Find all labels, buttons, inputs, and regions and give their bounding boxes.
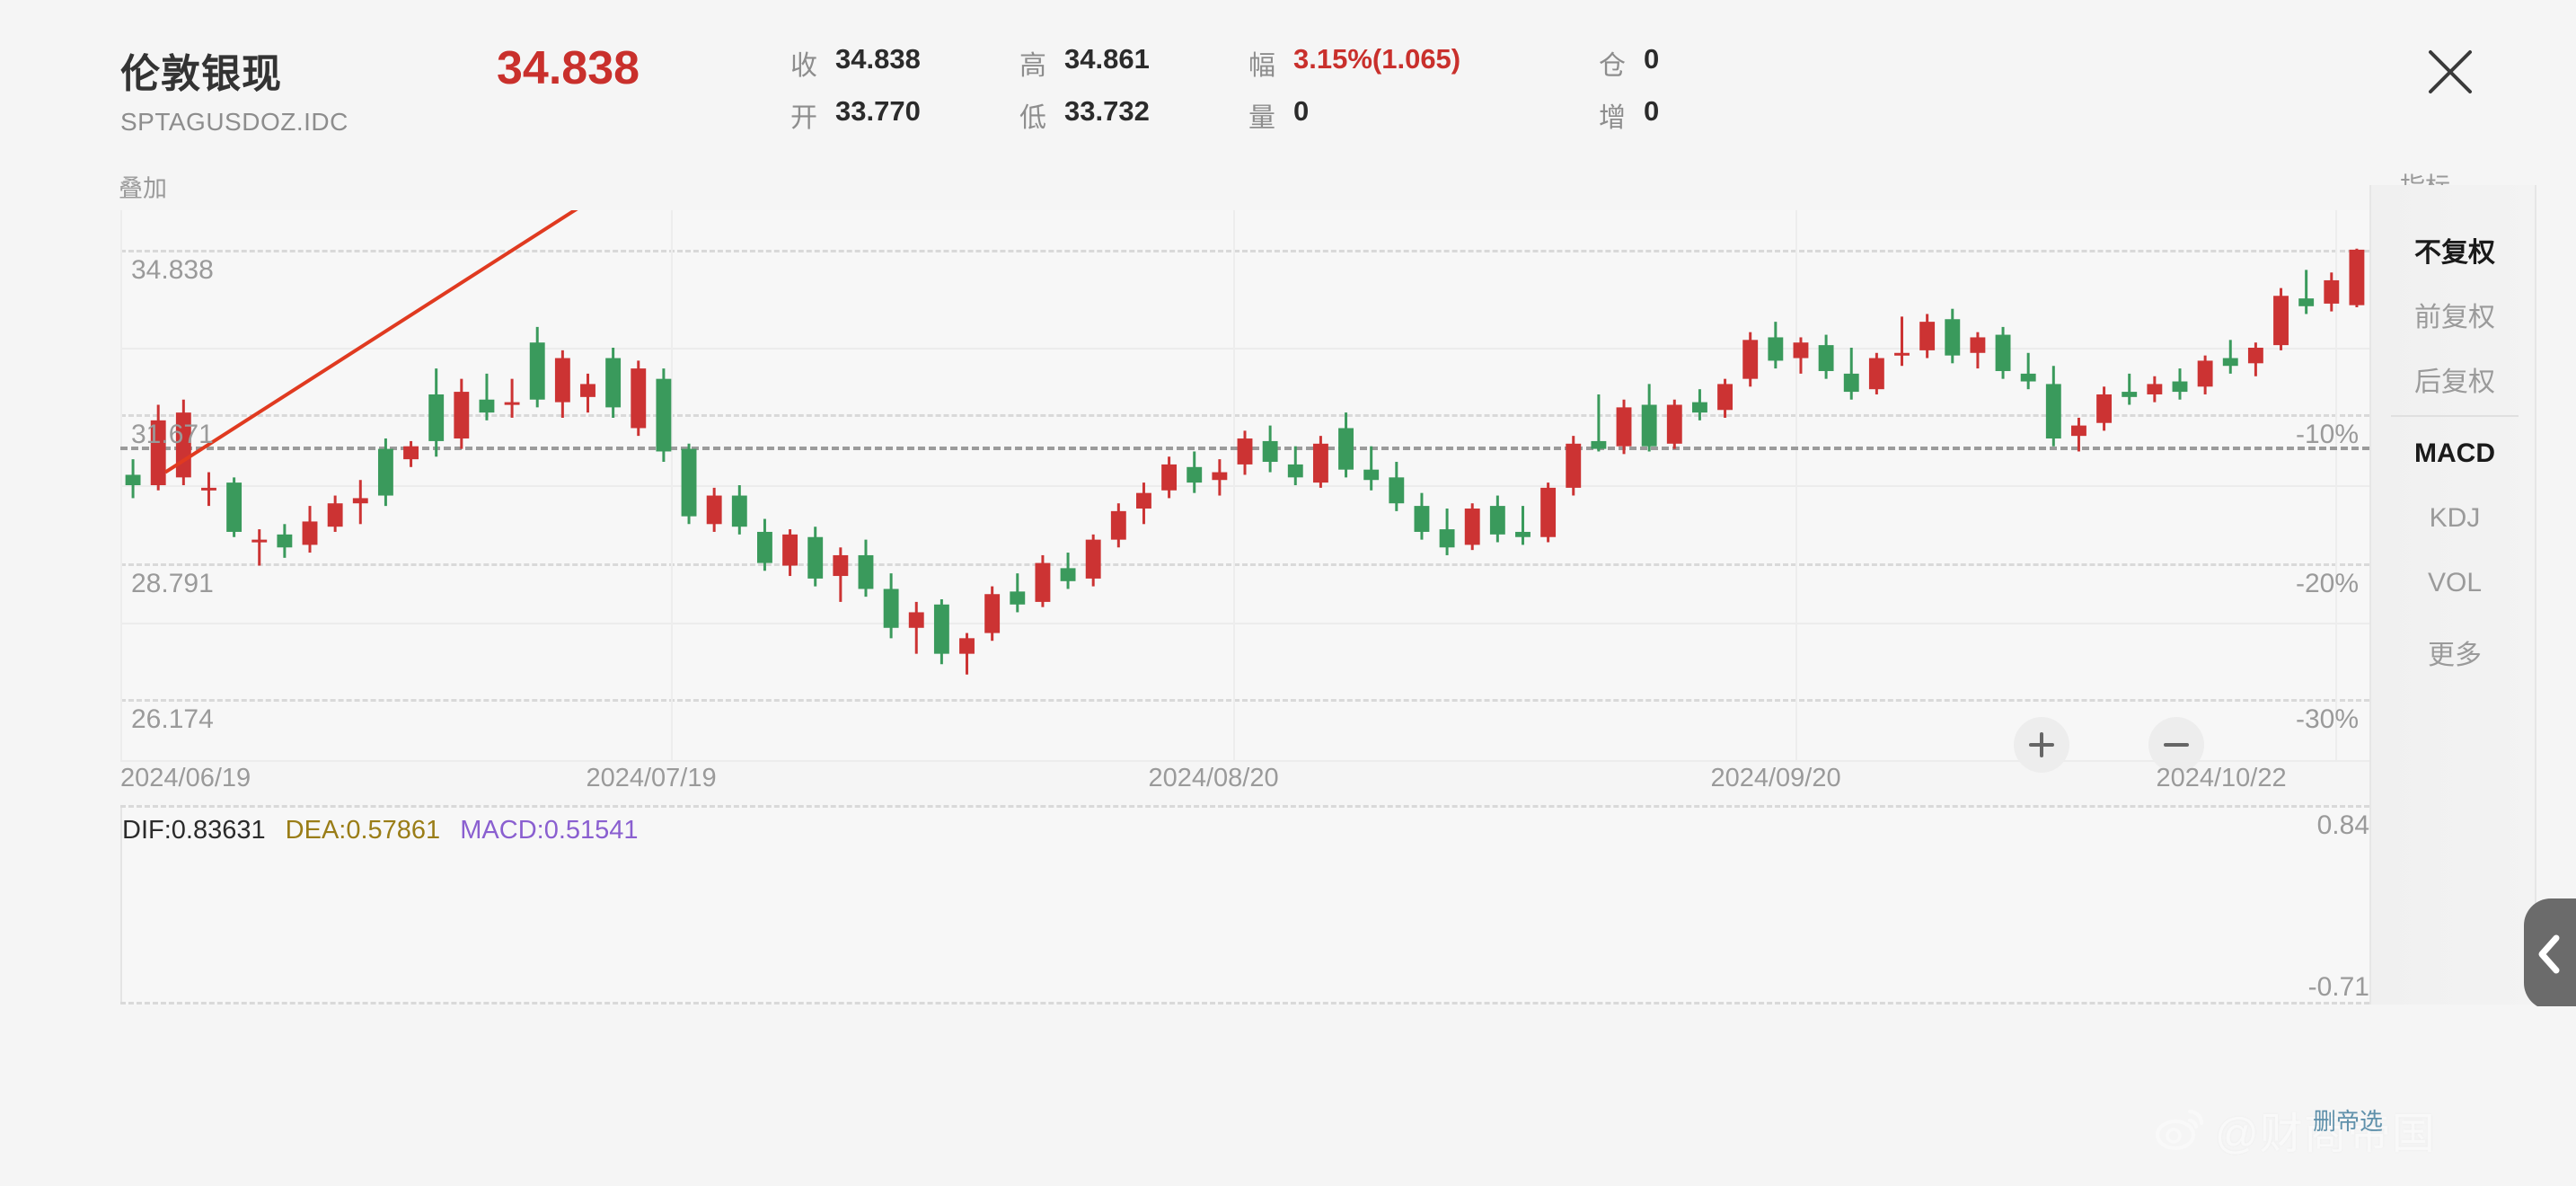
volume-label: 量: [1248, 103, 1275, 133]
increase-label: 增: [1599, 103, 1626, 133]
date-tick-label: 2024/06/19: [120, 764, 251, 792]
macd-scale-bottom: -0.71: [2307, 972, 2369, 1002]
date-axis: 2024/06/19 2024/07/19 2024/08/20 2024/09/20…: [0, 764, 2576, 805]
high-value: 34.861: [1064, 43, 1150, 75]
position-value: 0: [1644, 43, 1660, 75]
date-gridline: [120, 210, 122, 760]
increase-value: 0: [1644, 95, 1660, 127]
date-gridline: [2335, 210, 2338, 760]
macd-dea-label: DEA:0.57861: [285, 816, 441, 845]
percent-axis-label: -10%: [2295, 419, 2359, 449]
sidebar-item-kdj[interactable]: KDJ: [2429, 503, 2481, 533]
symbol-name: 伦敦银现: [120, 52, 282, 96]
macd-macd-label: MACD:0.51541: [460, 816, 639, 845]
price-gridline: [120, 563, 2369, 567]
price-gridline: [120, 413, 2369, 417]
minor-gridline: [120, 348, 2369, 350]
macd-scale-top: 0.84: [2316, 810, 2369, 840]
price-gridline: [120, 699, 2369, 703]
minor-gridline: [120, 485, 2369, 487]
close-icon[interactable]: [2425, 47, 2475, 97]
macd-bottom-gridline: [120, 1002, 2369, 1005]
date-gridline: [1795, 210, 1798, 760]
change-label: 幅: [1248, 51, 1275, 81]
high-label: 高: [1019, 51, 1046, 81]
sidebar-divider: [2391, 415, 2519, 417]
change-value: 3.15%(1.065): [1293, 43, 1461, 75]
chevron-left-icon[interactable]: [2524, 898, 2576, 1010]
last-price: 34.838: [497, 42, 640, 94]
zoom-in-button[interactable]: [2014, 717, 2069, 773]
macd-top-gridline: [120, 805, 2369, 808]
sidebar-item-vol[interactable]: VOL: [2427, 568, 2483, 597]
symbol-code: SPTAGUSDOZ.IDC: [120, 108, 348, 136]
period-tabbar: 分时 五日 日K 周K 月K 季K 半年K 年K 更多: [0, 1006, 2576, 1186]
date-tick-label: 2024/07/19: [586, 764, 717, 792]
low-value: 33.732: [1064, 95, 1150, 127]
sidebar-item-more[interactable]: 更多: [2428, 641, 2482, 670]
macd-dif-label: DIF:0.83631: [122, 816, 266, 845]
candlestick-series: [125, 210, 2365, 675]
zoom-out-button[interactable]: [2148, 717, 2204, 773]
percent-axis-label: -30%: [2295, 704, 2359, 735]
price-axis-label: 31.671: [131, 419, 214, 449]
indicator-sidebar: 不复权 前复权 后复权 MACD KDJ VOL 更多: [2369, 185, 2536, 1005]
macd-background: [120, 805, 2369, 1005]
close-value: 34.838: [835, 43, 921, 75]
macd-legend: DIF:0.83631 DEA:0.57861 MACD:0.51541: [122, 816, 639, 845]
price-axis-label: 26.174: [131, 704, 214, 735]
date-tick-label: 2024/10/22: [2156, 764, 2287, 792]
low-label: 低: [1019, 103, 1046, 133]
position-label: 仓: [1599, 51, 1626, 81]
price-chart[interactable]: 34.838 31.671 28.791 26.174 -10% -20% -30%: [120, 210, 2369, 773]
price-gridline: [120, 249, 2369, 252]
sidebar-item-no-adjust[interactable]: 不复权: [2414, 238, 2495, 268]
date-tick-label: 2024/08/20: [1148, 764, 1279, 792]
sidebar-item-macd[interactable]: MACD: [2414, 438, 2495, 468]
sidebar-item-fwd-adjust[interactable]: 前复权: [2414, 303, 2495, 332]
volume-value: 0: [1293, 95, 1310, 127]
price-axis-label: 34.838: [131, 254, 214, 285]
minor-gridline: [120, 623, 2369, 624]
price-axis-label: 28.791: [131, 569, 214, 599]
date-gridline: [1233, 210, 1236, 760]
date-gridline: [671, 210, 674, 760]
overlay-button[interactable]: 叠加: [119, 175, 167, 202]
minor-gridline: [120, 760, 2369, 762]
date-tick-label: 2024/09/20: [1710, 764, 1841, 792]
close-label: 收: [790, 51, 817, 81]
percent-axis-label: -20%: [2295, 569, 2359, 599]
open-label: 开: [790, 103, 817, 133]
sidebar-item-back-adjust[interactable]: 后复权: [2414, 367, 2495, 397]
quote-header: 伦敦银现 SPTAGUSDOZ.IDC 34.838 收 34.838 高 34…: [0, 0, 2576, 166]
macd-chart[interactable]: DIF:0.83631 DEA:0.57861 MACD:0.51541 0.8…: [120, 803, 2369, 1005]
open-value: 33.770: [835, 95, 921, 127]
